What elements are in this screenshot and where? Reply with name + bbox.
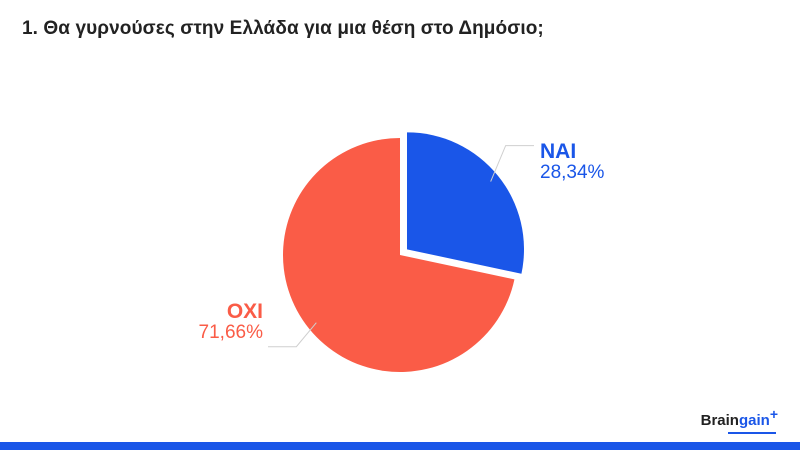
logo-text-dark: Brain [700,412,739,429]
pie-slice-no [283,138,515,373]
braingain-logo: Braingain+ [700,406,778,429]
chart-title: 1. Θα γυρνούσες στην Ελλάδα για μια θέση… [22,18,544,39]
slice-name-yes: ΝΑΙ [540,140,577,163]
leader-line [490,145,534,182]
slice-label-yes: ΝΑΙ 28,34% [540,140,604,184]
pie-slice-yes [406,132,524,274]
slice-name-no: ΟΧΙ [226,300,263,323]
leader-line [268,322,317,348]
logo-plus-icon: + [769,406,778,422]
footer-bar [0,442,800,450]
slice-value-no: 71,66% [198,322,263,344]
logo-text-accent: gain [738,412,770,429]
slice-label-no: ΟΧΙ 71,66% [199,300,263,344]
logo-underline [728,432,776,434]
slice-value-yes: 28,34% [540,162,605,184]
